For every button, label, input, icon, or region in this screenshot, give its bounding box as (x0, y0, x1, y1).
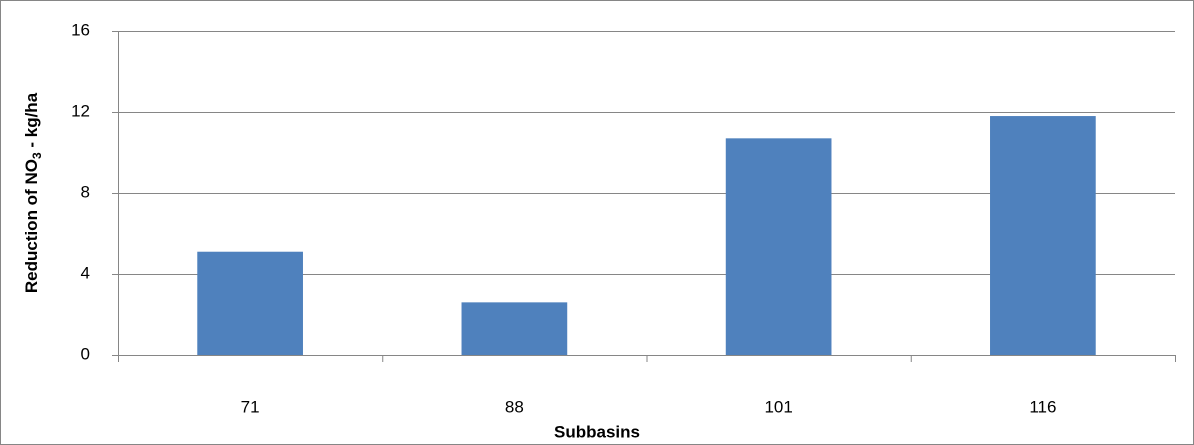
x-tick-label: 116 (1029, 397, 1056, 416)
bar (725, 138, 832, 355)
x-axis-title: Subbasins (554, 422, 640, 441)
x-tick-label: 101 (764, 397, 792, 416)
y-tick-label: 8 (81, 182, 90, 201)
y-tick-label: 12 (71, 101, 90, 120)
bar (990, 116, 1096, 355)
x-tick-label: 88 (505, 397, 524, 416)
x-tick-label: 71 (241, 397, 260, 416)
y-tick-label: 4 (81, 263, 90, 282)
y-axis-title: Reduction of NO3 - kg/ha (22, 92, 44, 293)
bar (197, 251, 303, 355)
y-tick-label: 0 (81, 344, 90, 363)
bar (461, 302, 568, 355)
y-tick-label: 16 (71, 20, 90, 39)
